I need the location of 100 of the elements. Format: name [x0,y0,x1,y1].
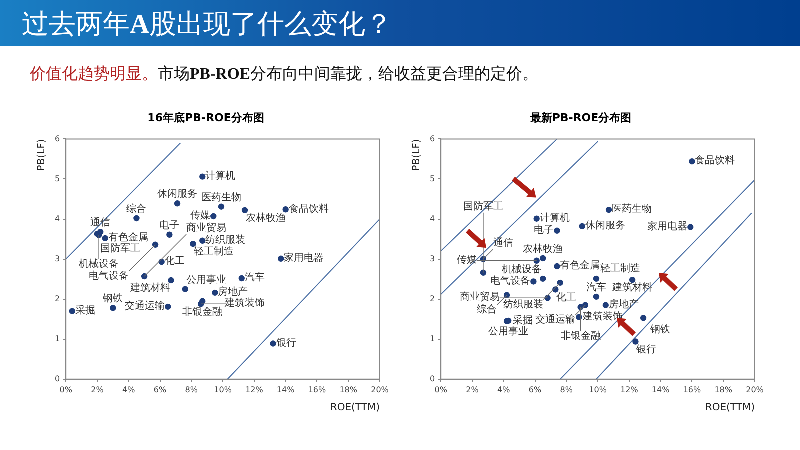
x-tick-label: 6% [154,385,167,394]
point [242,207,248,214]
text: 非银金融 [560,330,601,342]
text: 市场PB-ROE分布向中间靠拢，给收益更合理的定价。 [158,64,538,83]
point [200,174,206,180]
y-tick-label: 2 [430,294,436,304]
point [212,290,218,296]
series-label: 银行 [636,344,657,356]
series-label: 有色金属 [108,232,148,244]
point [166,232,173,238]
x-tick-label: 18% [340,385,358,394]
series-label: 采掘 [75,304,96,316]
series-label: 纺织服装 [206,234,246,246]
point [554,263,560,270]
text: 传媒 [456,254,477,266]
series-label: 公用事业 [186,274,226,286]
series-label: 综合 [477,304,498,316]
point [200,298,206,304]
point [69,308,76,314]
y-tick-label: 4 [430,214,436,224]
x-tick-label: 6% [528,385,542,394]
series-label: 家用电器 [284,252,324,264]
x-tick-label: 10% [214,385,232,394]
point [593,276,600,282]
series-label: 非银金融 [182,306,223,318]
point [579,223,586,230]
series-label: 农林牧渔 [246,212,286,224]
point [152,242,159,248]
point [278,256,284,262]
y-axis-title: PB(LF) [36,139,48,172]
point [534,216,540,222]
y-tick-label: 3 [54,254,60,264]
series-label: 国防军工 [100,242,140,255]
series-label: 机械设备 [502,264,542,276]
y-tick-label: 4 [54,214,60,224]
point [238,275,245,282]
x-tick-label: 4% [122,385,136,394]
x-tick-label: 8% [560,385,574,394]
series-label: 公用事业 [488,326,529,338]
point [218,204,225,210]
series-label: 医药生物 [201,191,242,204]
series-label: 家用电器 [648,220,688,232]
point [606,206,612,214]
series-label: 轻工制造 [600,262,641,274]
series-label: 电子 [160,219,180,232]
series-label: 计算机 [540,212,570,224]
x-tick-label: 8% [185,385,198,394]
point [141,273,148,280]
point [165,304,172,310]
point [688,224,694,230]
point [200,238,206,244]
x-tick-label: 12% [620,385,639,394]
series-label: 传媒 [190,210,211,222]
text: 商业贸易 [186,222,227,234]
x-tick-label: 10% [589,385,608,394]
point [182,286,188,292]
series-label: 计算机 [206,170,236,182]
chart-title: 16年底PB-ROE分布图 [148,111,264,124]
point [602,302,609,308]
y-tick-label: 3 [430,254,436,264]
series-label: 交通运输 [125,300,166,312]
x-tick-label: 20% [371,385,390,394]
series-label: 农林牧渔 [523,243,564,256]
series-label: 化工 [164,255,185,268]
x-tick-label: 14% [276,385,296,394]
series-label: 交通运输 [536,314,576,326]
point [557,280,564,286]
point [593,294,600,300]
y-tick-label: 0 [430,374,436,384]
series-label: 通信 [90,216,111,229]
x-tick-label: 0% [434,385,448,394]
y-axis-title: PB(LF) [412,139,423,172]
series-label: 建筑材料 [129,282,170,294]
point [190,240,196,248]
point [554,228,560,234]
x-tick-label: 0% [60,385,73,394]
series-label: 有色金属 [560,260,600,272]
point [540,255,546,262]
x-tick-label: 4% [498,385,511,394]
text: 商业贸易 [460,291,500,304]
y-tick-label: 1 [54,334,60,344]
point [504,292,510,298]
x-axis-title: ROE(TTM) [705,402,756,414]
text: 机械设备 [79,258,120,270]
point [530,278,537,285]
series-label: 休闲服务 [158,188,198,200]
y-tick-label: 2 [54,294,60,304]
point [640,315,647,322]
series-label: 通信 [493,237,514,250]
series-label: 采掘 [513,314,534,326]
series-label: 银行 [275,338,296,349]
series-label: 综合 [126,203,147,216]
text: 过去两年A股出现了什么变化？ [22,8,392,42]
y-tick-label: 6 [430,134,436,144]
y-tick-label: 0 [54,374,60,384]
y-tick-label: 5 [54,174,60,184]
series-label: 汽车 [244,272,265,284]
series-label: 休闲服务 [585,220,626,232]
series-label: 食品饮料 [288,202,329,215]
y-tick-label: 6 [54,134,60,144]
